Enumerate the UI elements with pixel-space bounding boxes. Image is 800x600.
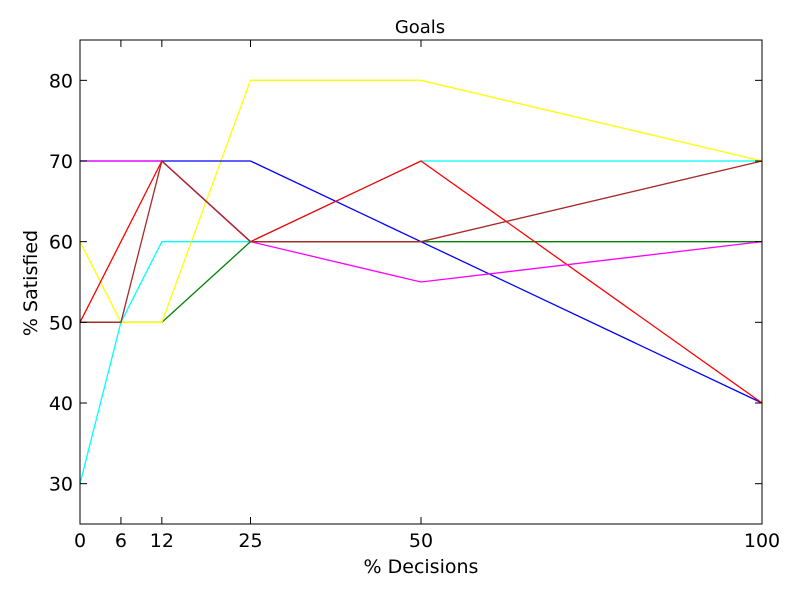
series-layer bbox=[79, 79, 763, 484]
y-tick-label: 70 bbox=[49, 151, 73, 173]
series-line-3 bbox=[79, 79, 763, 323]
x-tick-label: 0 bbox=[74, 530, 86, 552]
series-line-1 bbox=[79, 160, 762, 484]
x-tick-label: 50 bbox=[409, 530, 433, 552]
x-tick-label: 25 bbox=[238, 530, 262, 552]
ticks-layer: 0 6 12 25 50 100 30 40 50 60 70 80 bbox=[49, 40, 780, 552]
y-tick-label: 40 bbox=[49, 393, 73, 415]
series-line-7 bbox=[80, 159, 763, 323]
y-tick-label: 50 bbox=[49, 312, 73, 334]
y-tick-label: 60 bbox=[49, 232, 73, 254]
y-tick-label: 30 bbox=[49, 474, 73, 496]
x-axis-title: % Decisions bbox=[364, 556, 479, 578]
x-tick-label: 12 bbox=[150, 530, 174, 552]
x-tick-label: 6 bbox=[115, 530, 127, 552]
x-tick-label: 100 bbox=[744, 530, 780, 552]
y-tick-label: 80 bbox=[49, 70, 73, 92]
y-axis-title: % Satisfied bbox=[20, 230, 42, 336]
chart-title: Goals bbox=[395, 17, 445, 38]
